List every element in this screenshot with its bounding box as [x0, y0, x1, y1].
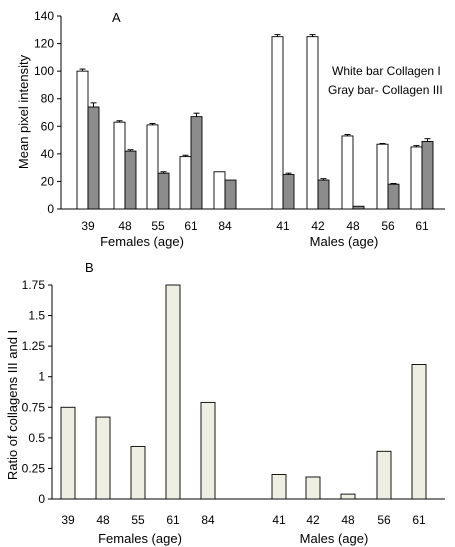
panel-a-x-tick-label: 42	[311, 219, 325, 233]
panel-a-y-tick-label: 100	[34, 64, 54, 78]
panel-b-males-group-label: Males (age)	[300, 531, 369, 546]
panel-a-bar	[306, 36, 319, 210]
panel-a-x-tick-label: 48	[118, 219, 132, 233]
panel-a-males-group-label: Males (age)	[310, 234, 379, 249]
panel-a-bar	[213, 171, 226, 210]
panel-a-x-tick-label: 39	[81, 219, 95, 233]
panel-a-bar	[376, 143, 389, 210]
panel-b-bar	[130, 445, 146, 500]
panel-a-bar	[317, 179, 330, 210]
panel-a-y-tick-label: 40	[41, 147, 55, 161]
panel-b-y-tick-label: 1.75	[22, 278, 46, 292]
panel-a-y-tick-label: 60	[41, 119, 55, 133]
panel-a-bar	[146, 124, 159, 210]
panel-b-y-tick-label: 1	[38, 370, 45, 384]
panel-a-label: A	[112, 10, 121, 25]
panel-b-y-tick-label: 0.75	[22, 400, 46, 414]
panel-a-y-tick-label: 0	[47, 202, 54, 216]
panel-b-x-tick-label: 41	[272, 513, 286, 527]
panel-a-annotation-collagen-i: White bar Collagen I	[332, 64, 441, 78]
panel-b-y-tick-label: 0.25	[22, 461, 46, 475]
panel-a-bar	[87, 106, 100, 210]
panel-b-bar	[95, 416, 111, 500]
panel-a-bar	[224, 179, 237, 210]
panel-b-bar	[340, 493, 356, 500]
panel-a-y-tick-label: 80	[41, 92, 55, 106]
panel-a-bar	[352, 205, 365, 210]
panel-b-bar	[165, 284, 181, 500]
panel-b-chart: B Ratio of collagens III and I Females (…	[5, 260, 445, 546]
panel-a-bar	[179, 156, 192, 210]
panel-a-bar	[157, 172, 170, 210]
panel-b-bar	[60, 406, 76, 500]
panel-b-x-tick-label: 55	[131, 513, 145, 527]
panel-a-females-group-label: Females (age)	[100, 234, 184, 249]
panel-a-x-tick-label: 48	[346, 219, 360, 233]
panel-b-y-tick-label: 1.5	[28, 309, 45, 323]
panel-b-x-tick-label: 84	[201, 513, 215, 527]
panel-b-bar	[376, 450, 392, 500]
panel-b-y-tick-label: 0	[38, 492, 45, 506]
panel-b-x-tick-label: 39	[61, 513, 75, 527]
panel-a-y-tick-label: 140	[34, 9, 54, 23]
panel-b-x-tick-label: 56	[377, 513, 391, 527]
panel-b-x-tick-label: 42	[306, 513, 320, 527]
panel-a-bar	[124, 150, 137, 210]
panel-b-y-tick-label: 1.25	[22, 339, 46, 353]
panel-a-x-tick-label: 61	[184, 219, 198, 233]
panel-b-bar	[305, 476, 321, 500]
panel-b-y-axis-label: Ratio of collagens III and I	[5, 330, 20, 480]
panel-b-y-tick-label: 0.5	[28, 431, 45, 445]
panel-a-bar	[76, 70, 89, 210]
panel-a-bar	[421, 140, 434, 210]
panel-a-bar	[282, 174, 295, 210]
panel-b-x-tick-label: 48	[341, 513, 355, 527]
panel-b-x-tick-label: 61	[412, 513, 426, 527]
panel-b-bar	[200, 401, 216, 500]
panel-b-x-tick-label: 61	[166, 513, 180, 527]
panel-b-bar	[271, 474, 287, 500]
panel-b-label: B	[85, 260, 94, 275]
panel-a-x-tick-label: 56	[381, 219, 395, 233]
panel-a-x-tick-label: 61	[415, 219, 429, 233]
panel-a-chart: A Mean pixel intensity White bar Collage…	[16, 9, 445, 249]
panel-a-y-tick-label: 20	[41, 174, 55, 188]
panel-a-y-tick-label: 120	[34, 37, 54, 51]
panel-a-bar	[410, 146, 423, 210]
panel-a-x-tick-label: 55	[151, 219, 165, 233]
panel-a-bar	[341, 135, 354, 210]
panel-a-y-axis-label: Mean pixel intensity	[16, 54, 31, 169]
panel-a-bar	[271, 36, 284, 210]
panel-b-females-group-label: Females (age)	[98, 531, 182, 546]
panel-a-x-tick-label: 84	[218, 219, 232, 233]
panel-b-x-tick-label: 48	[96, 513, 110, 527]
panel-a-x-tick-label: 41	[276, 219, 290, 233]
panel-a-bar	[387, 183, 400, 210]
panel-a-bar	[190, 116, 203, 210]
panel-b-bar	[411, 364, 427, 500]
panel-a-bar	[113, 121, 126, 210]
panel-a-annotation-collagen-iii: Gray bar- Collagen III	[328, 83, 443, 97]
